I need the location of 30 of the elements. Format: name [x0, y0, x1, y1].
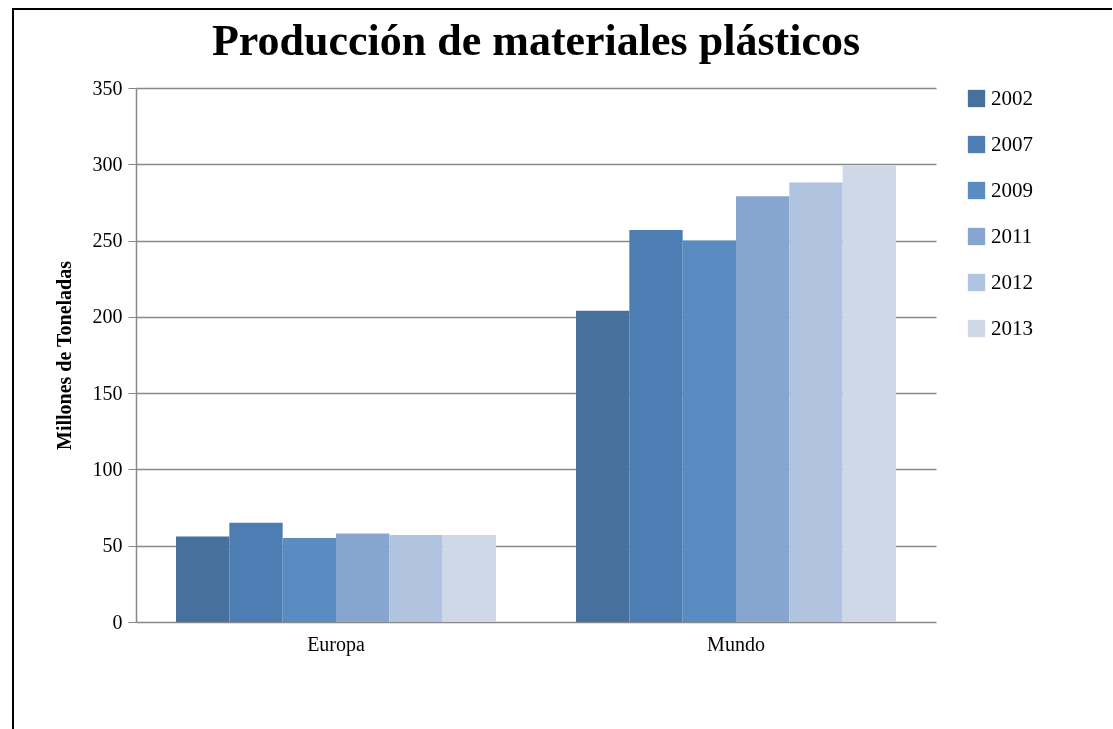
- legend-label: 2009: [991, 177, 1033, 202]
- chart-title: Producción de materiales plásticos: [211, 16, 861, 65]
- y-axis-title: Millones de Toneladas: [52, 260, 75, 450]
- legend-label: 2011: [991, 223, 1033, 248]
- x-tick-label: Europa: [307, 632, 365, 656]
- bar: [682, 240, 736, 622]
- x-tick-label: Mundo: [707, 632, 765, 655]
- y-tick-label: 250: [92, 229, 123, 252]
- y-tick-label: 350: [92, 76, 123, 99]
- y-tick-label: 300: [92, 152, 123, 175]
- bar: [389, 535, 443, 622]
- legend-label: 2013: [991, 315, 1033, 340]
- y-tick-label: 0: [112, 610, 123, 633]
- bar: [842, 165, 896, 622]
- bar: [282, 538, 336, 622]
- bar: [336, 533, 390, 622]
- legend-label: 2007: [991, 131, 1033, 156]
- bar: [442, 535, 496, 622]
- bar: [229, 522, 283, 622]
- legend-label: 2002: [991, 85, 1033, 110]
- y-tick-label: 100: [92, 457, 123, 480]
- bar: [789, 182, 843, 622]
- y-tick-label: 200: [92, 305, 123, 328]
- y-tick-label: 50: [102, 534, 123, 557]
- bar: [736, 196, 790, 622]
- legend-label: 2012: [991, 269, 1033, 294]
- bar: [629, 229, 683, 622]
- y-tick-label: 150: [92, 381, 123, 404]
- bar: [176, 536, 230, 622]
- bar: [576, 310, 630, 622]
